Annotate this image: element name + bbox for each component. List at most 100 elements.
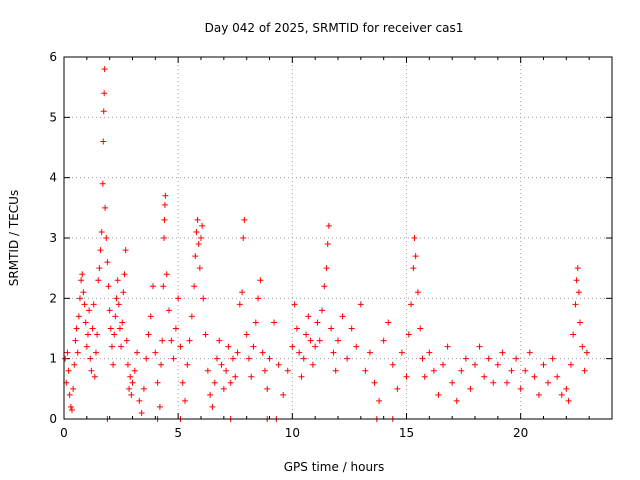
data-point — [449, 379, 456, 386]
data-point — [100, 138, 107, 145]
data-point — [467, 385, 474, 392]
x-axis-label: GPS time / hours — [284, 460, 385, 474]
data-point — [485, 355, 492, 362]
data-point — [188, 313, 195, 320]
data-point — [196, 265, 203, 272]
data-point — [220, 385, 227, 392]
data-point — [266, 355, 273, 362]
data-point — [558, 391, 565, 398]
data-point — [84, 331, 91, 338]
data-point — [476, 343, 483, 350]
data-point — [122, 247, 129, 254]
data-point — [62, 355, 69, 362]
data-point — [353, 343, 360, 350]
data-point — [96, 265, 103, 272]
data-point — [339, 313, 346, 320]
data-point — [344, 355, 351, 362]
data-point — [160, 283, 167, 290]
data-point — [66, 391, 73, 398]
data-point — [75, 313, 82, 320]
data-point — [472, 361, 478, 368]
data-point — [581, 367, 588, 374]
data-point — [199, 222, 206, 229]
data-point — [513, 355, 520, 362]
data-point — [170, 355, 177, 362]
data-point — [106, 307, 113, 314]
data-point — [107, 325, 114, 332]
data-point — [444, 343, 451, 350]
data-point — [572, 301, 579, 308]
data-point — [250, 343, 257, 350]
data-point — [161, 235, 168, 241]
data-point — [248, 373, 255, 380]
data-point — [154, 379, 161, 386]
data-point — [298, 373, 305, 380]
data-point — [163, 271, 170, 278]
data-point — [412, 253, 419, 260]
data-point — [182, 397, 189, 404]
data-point — [577, 319, 584, 326]
data-point — [540, 361, 547, 368]
data-point — [573, 277, 580, 284]
data-point — [140, 385, 147, 392]
data-point — [324, 241, 331, 248]
data-point — [81, 301, 88, 308]
data-point — [225, 343, 232, 350]
data-point — [307, 337, 314, 344]
data-point — [71, 361, 78, 368]
data-point — [72, 337, 79, 344]
data-point — [78, 277, 85, 284]
data-point — [490, 379, 497, 386]
data-point — [193, 228, 200, 235]
data-point — [335, 337, 341, 344]
data-point — [119, 319, 126, 326]
data-point — [159, 337, 166, 344]
data-point — [108, 343, 115, 350]
data-point — [145, 331, 152, 338]
data-point — [97, 247, 104, 254]
data-point — [414, 289, 421, 296]
data-point — [229, 355, 236, 362]
data-point — [526, 349, 533, 356]
data-point — [89, 325, 96, 332]
data-point — [389, 361, 396, 368]
data-point — [348, 325, 355, 332]
data-point — [114, 277, 121, 284]
data-point — [517, 385, 524, 392]
y-tick-label: 5 — [49, 110, 57, 124]
data-point — [323, 265, 330, 272]
data-point — [565, 397, 572, 404]
data-point — [123, 337, 130, 344]
data-point — [574, 265, 581, 272]
y-tick-label: 1 — [49, 352, 57, 366]
data-point — [312, 343, 319, 350]
data-point — [111, 331, 118, 338]
data-point — [99, 180, 106, 187]
data-point — [583, 349, 590, 356]
data-point — [92, 349, 99, 356]
data-point — [245, 355, 252, 362]
data-point — [218, 361, 225, 368]
data-point — [168, 337, 175, 344]
y-tick-label: 2 — [49, 291, 57, 305]
y-tick-label: 0 — [49, 412, 57, 426]
data-point — [385, 319, 392, 326]
grid-lines — [64, 57, 612, 419]
data-point — [259, 349, 266, 356]
data-point — [357, 301, 364, 308]
data-point — [177, 343, 184, 350]
data-point — [567, 361, 574, 368]
data-point — [554, 373, 561, 380]
data-point — [300, 355, 307, 362]
data-point — [503, 379, 510, 386]
x-tick-label: 15 — [399, 426, 414, 440]
data-point — [116, 325, 123, 332]
data-point — [200, 295, 207, 302]
data-point — [207, 391, 214, 398]
plot-frame — [63, 56, 613, 420]
data-point — [100, 108, 107, 115]
data-point — [440, 361, 447, 368]
data-point — [82, 319, 89, 326]
data-point — [535, 391, 542, 398]
